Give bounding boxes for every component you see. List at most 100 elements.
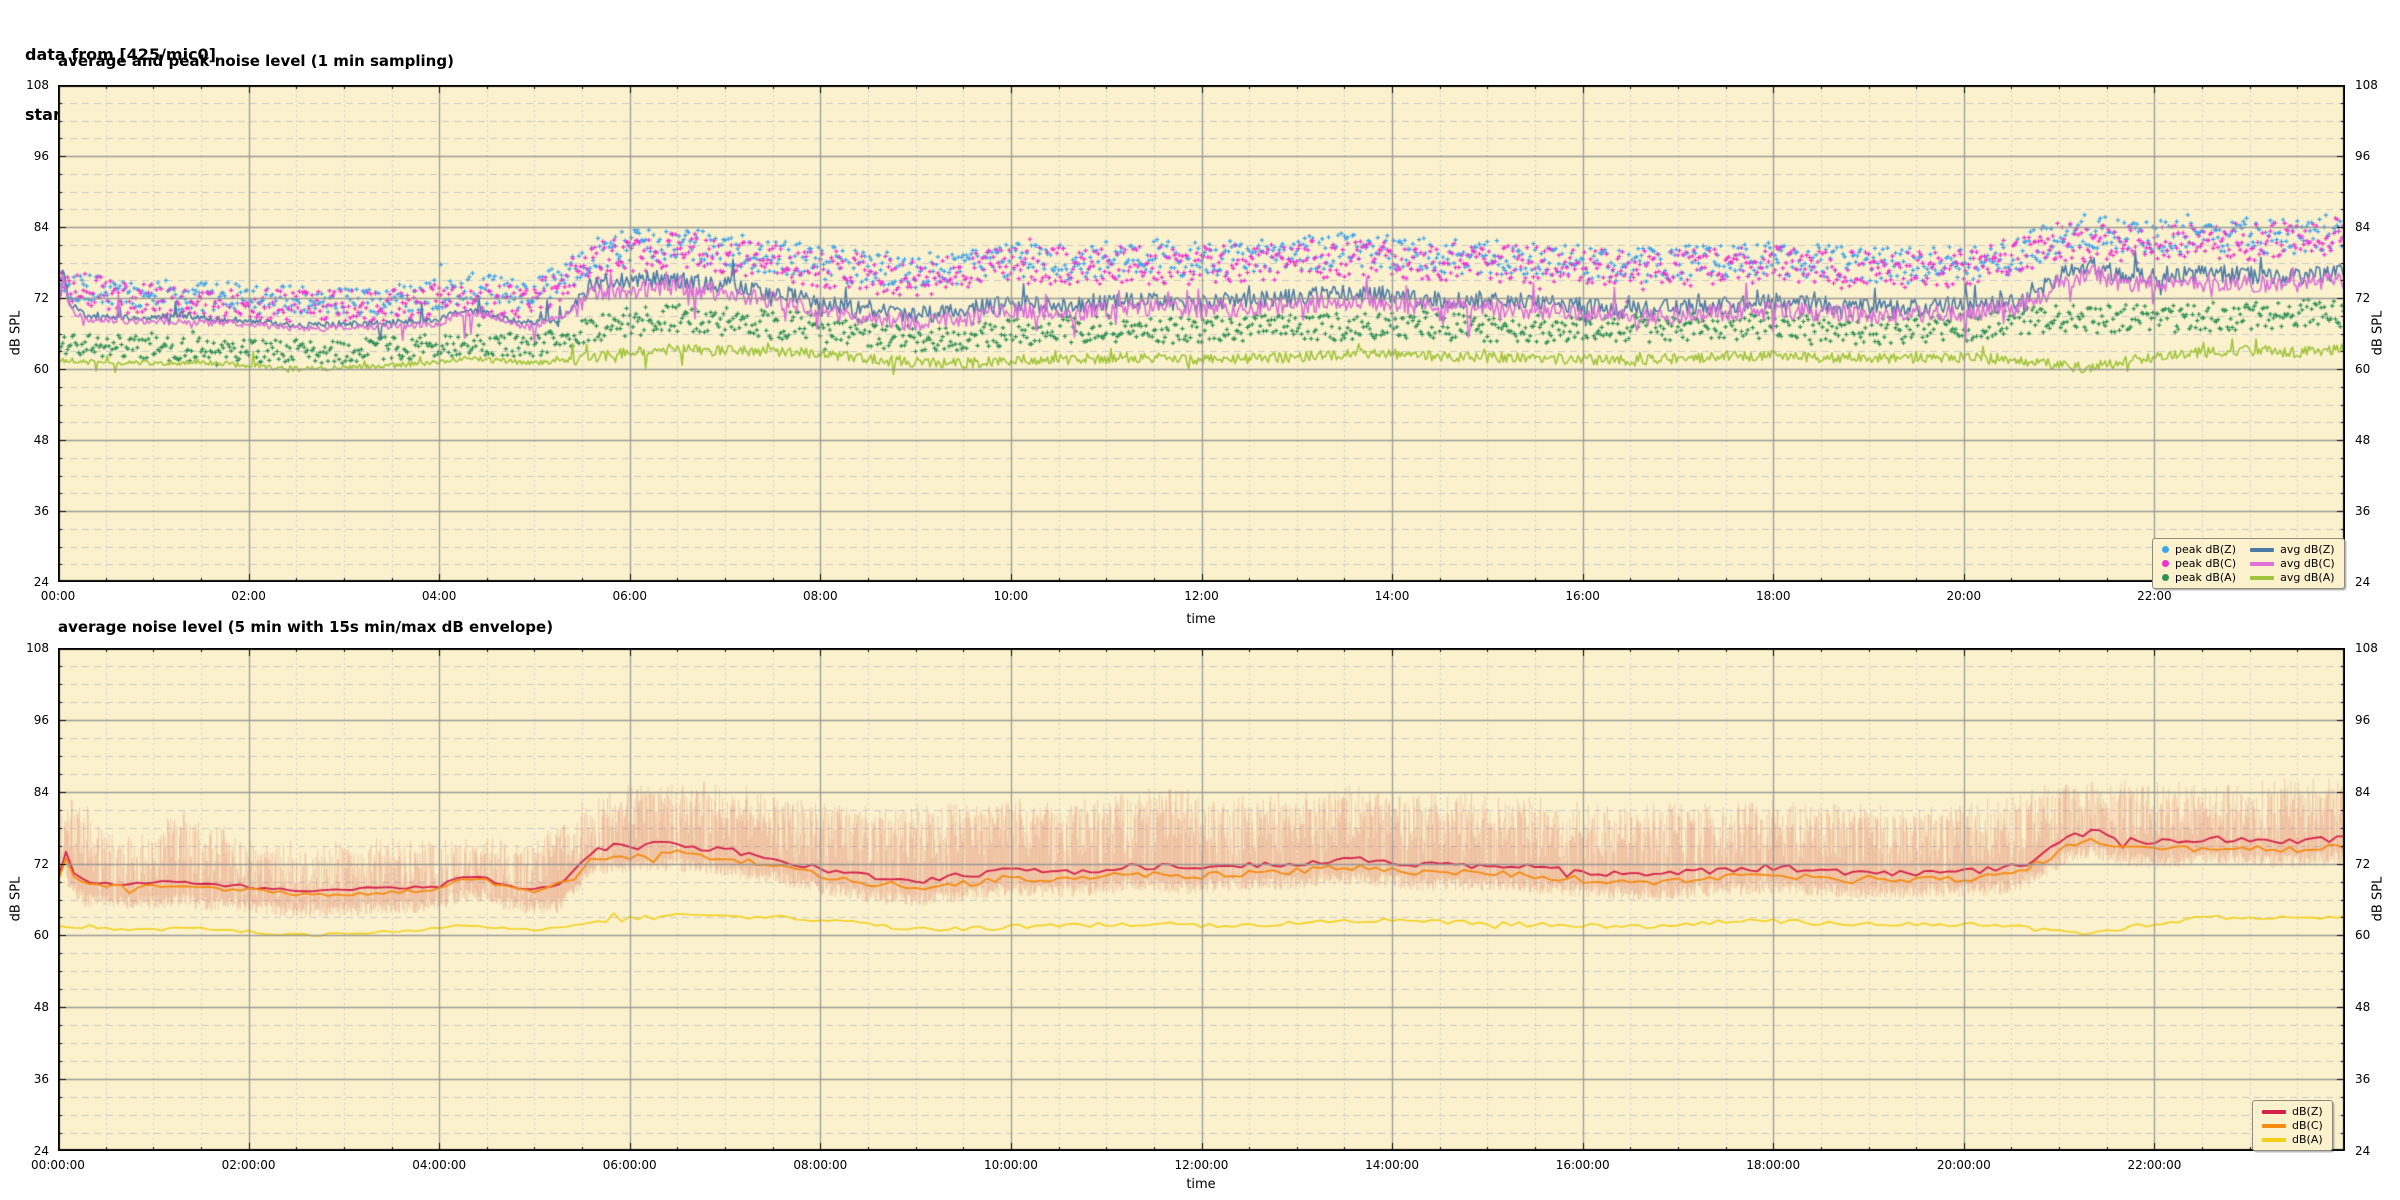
- x-tick-label: 16:00: [1565, 589, 1600, 603]
- legend-entry: peak dB(Z): [2162, 543, 2236, 556]
- legend-label: dB(Z): [2292, 1105, 2323, 1118]
- x-tick-label: 06:00:00: [602, 1158, 657, 1172]
- legend-point-swatch: [2162, 560, 2169, 567]
- x-tick-label: 12:00: [1184, 589, 1219, 603]
- bottom-chart-canvas: [58, 648, 2345, 1151]
- y-tick-label-left: 36: [33, 1072, 49, 1087]
- legend-entry: avg dB(A): [2250, 571, 2335, 584]
- x-tick-label: 00:00: [40, 589, 76, 603]
- legend-column: avg dB(Z) avg dB(C) avg dB(A): [2250, 543, 2335, 584]
- legend-entry: avg dB(Z): [2250, 543, 2335, 556]
- y-tick-label-left: 60: [33, 362, 49, 376]
- x-tick-label: 04:00:00: [412, 1158, 467, 1172]
- y-tick-label-left: 48: [33, 433, 49, 447]
- y-tick-label-right: 84: [2355, 220, 2371, 234]
- legend-entry: avg dB(C): [2250, 557, 2335, 570]
- y-tick-label-left: 72: [33, 856, 49, 871]
- top-chart-canvas: [58, 85, 2345, 582]
- y-tick-label-left: 96: [33, 712, 49, 727]
- legend-label: avg dB(A): [2280, 571, 2335, 584]
- y-tick-label-right: 48: [2355, 1000, 2371, 1015]
- legend-entry: peak dB(C): [2162, 557, 2236, 570]
- y-tick-label-right: 96: [2355, 149, 2371, 163]
- header: data from [425/mic0] starting point is […: [25, 5, 354, 165]
- y-tick-label-left: 72: [33, 291, 49, 305]
- y-tick-label-right: 72: [2355, 856, 2371, 871]
- header-line-2: starting point is [20250423_000054]: [25, 105, 355, 124]
- bottom-chart-xlabel: time: [1186, 1177, 1216, 1192]
- x-tick-label: 06:00: [612, 589, 648, 603]
- legend-line-swatch: [2262, 1137, 2286, 1142]
- y-tick-label-right: 96: [2355, 712, 2371, 727]
- top-chart-xlabel: time: [1186, 612, 1216, 627]
- x-tick-label: 14:00:00: [1365, 1158, 1420, 1172]
- x-tick-label: 10:00:00: [983, 1158, 1038, 1172]
- legend-line-swatch: [2262, 1123, 2286, 1128]
- y-tick-label-right: 84: [2355, 784, 2371, 799]
- y-tick-label-right: 48: [2355, 433, 2371, 447]
- header-line-1: data from [425/mic0]: [25, 45, 216, 64]
- x-tick-label: 20:00:00: [1936, 1158, 1991, 1172]
- legend-line-swatch: [2250, 547, 2275, 552]
- y-tick-label-left: 84: [33, 220, 49, 234]
- bottom-chart-ylabel-right: dB SPL: [2370, 876, 2386, 922]
- legend-entry: dB(C): [2262, 1119, 2323, 1132]
- y-tick-label-left: 108: [26, 641, 49, 655]
- legend-label: dB(A): [2292, 1133, 2323, 1146]
- legend-label: peak dB(Z): [2175, 543, 2237, 556]
- legend-entry: dB(A): [2262, 1133, 2323, 1146]
- x-tick-label: 10:00: [993, 589, 1029, 603]
- y-tick-label-right: 36: [2355, 504, 2371, 518]
- top-chart-ylabel-left: dB SPL: [8, 310, 24, 356]
- x-tick-label: 02:00: [231, 589, 266, 603]
- legend-line-swatch: [2250, 575, 2275, 580]
- x-tick-label: 18:00:00: [1746, 1158, 1801, 1172]
- top-chart-ylabel-right: dB SPL: [2370, 310, 2386, 356]
- x-tick-label: 22:00:00: [2127, 1158, 2182, 1172]
- y-tick-label-left: 24: [33, 575, 49, 589]
- legend-point-swatch: [2162, 574, 2169, 581]
- y-tick-label-left: 36: [33, 504, 49, 518]
- y-tick-label-right: 60: [2355, 928, 2371, 943]
- y-tick-label-right: 36: [2355, 1072, 2371, 1087]
- legend-label: avg dB(C): [2280, 557, 2335, 570]
- x-tick-label: 08:00: [803, 589, 838, 603]
- x-tick-label: 16:00:00: [1555, 1158, 1610, 1172]
- y-tick-label-left: 24: [33, 1144, 49, 1158]
- legend-entry: dB(Z): [2262, 1105, 2323, 1118]
- x-tick-label: 02:00:00: [221, 1158, 276, 1172]
- y-tick-label-left: 60: [33, 928, 49, 943]
- y-tick-label-right: 60: [2355, 362, 2371, 376]
- bottom-chart-ylabel-left: dB SPL: [8, 876, 24, 922]
- legend-label: peak dB(A): [2175, 571, 2236, 584]
- legend-point-swatch: [2162, 546, 2169, 553]
- y-tick-label-right: 24: [2355, 1144, 2371, 1158]
- bottom-chart-title: average noise level (5 min with 15s min/…: [58, 618, 554, 636]
- x-tick-label: 20:00: [1946, 589, 1982, 603]
- legend-entry: peak dB(A): [2162, 571, 2236, 584]
- legend-line-swatch: [2262, 1109, 2286, 1114]
- bottom-chart-legend: dB(Z) dB(C) dB(A): [2252, 1100, 2333, 1151]
- legend-label: avg dB(Z): [2280, 543, 2335, 556]
- legend-label: peak dB(C): [2175, 557, 2237, 570]
- y-tick-label-left: 84: [33, 784, 49, 799]
- legend-column: dB(Z) dB(C) dB(A): [2262, 1105, 2323, 1146]
- y-tick-label-right: 108: [2355, 641, 2378, 655]
- x-tick-label: 04:00: [421, 589, 457, 603]
- x-tick-label: 00:00:00: [31, 1158, 85, 1172]
- x-tick-label: 12:00:00: [1174, 1158, 1229, 1172]
- y-tick-label-left: 48: [33, 1000, 49, 1015]
- x-tick-label: 22:00: [2137, 589, 2172, 603]
- legend-column: peak dB(Z) peak dB(C) peak dB(A): [2162, 543, 2236, 584]
- x-tick-label: 14:00: [1374, 589, 1410, 603]
- y-tick-label-right: 108: [2355, 78, 2378, 92]
- top-chart-legend: peak dB(Z) peak dB(C) peak dB(A) avg dB(Z) a…: [2152, 538, 2345, 589]
- legend-label: dB(C): [2292, 1119, 2323, 1132]
- y-tick-label-right: 72: [2355, 291, 2371, 305]
- x-tick-label: 18:00: [1755, 589, 1791, 603]
- x-tick-label: 08:00:00: [793, 1158, 848, 1172]
- legend-line-swatch: [2250, 561, 2275, 566]
